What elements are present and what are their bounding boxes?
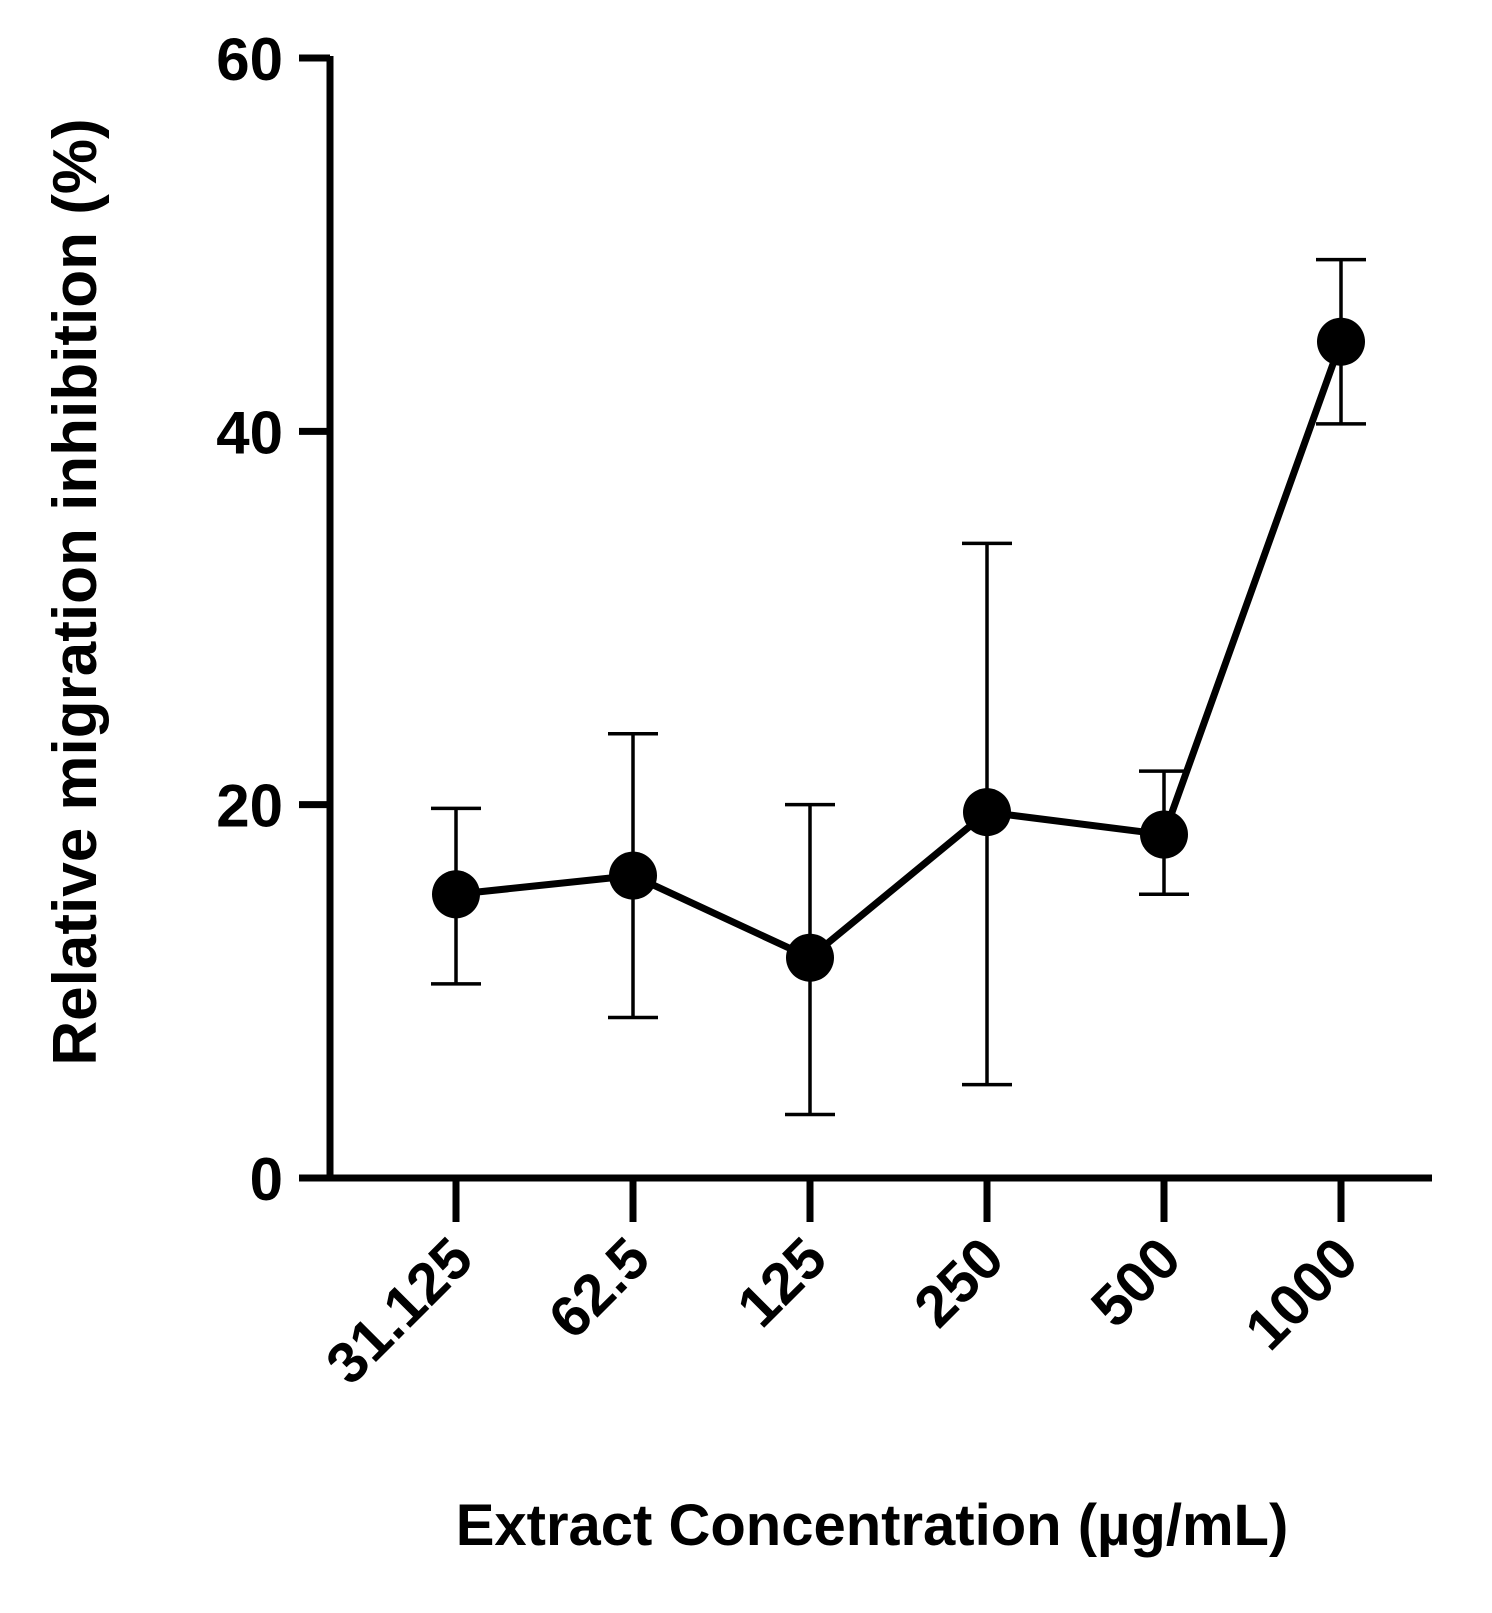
- data-point: [786, 933, 834, 982]
- data-points: [432, 317, 1365, 982]
- axes: [326, 56, 1432, 1182]
- data-point: [432, 870, 480, 919]
- x-axis-ticks: 31.125 62.5 125 250 500 1000: [314, 1178, 1370, 1397]
- y-tick-label: 0: [250, 1146, 283, 1213]
- series-line: [455, 340, 1345, 962]
- error-bars: [431, 257, 1366, 1117]
- x-tick-label: 250: [902, 1225, 1016, 1339]
- x-tick-label: 500: [1079, 1225, 1193, 1339]
- y-axis-title: Relative migration inhibition (%): [41, 118, 110, 1065]
- x-tick-label: 31.125: [314, 1225, 485, 1396]
- data-point: [609, 851, 657, 900]
- data-point: [1140, 810, 1188, 859]
- series: [455, 340, 1345, 962]
- x-axis-title: Extract Concentration (µg/mL): [456, 1493, 1289, 1558]
- x-tick-label: 1000: [1233, 1225, 1370, 1362]
- y-tick-label: 60: [216, 26, 283, 93]
- y-tick-label: 40: [216, 399, 283, 466]
- x-tick-label: 125: [725, 1225, 839, 1339]
- data-point: [963, 788, 1011, 837]
- data-point: [1317, 317, 1365, 366]
- y-tick-label: 20: [216, 773, 283, 840]
- y-axis-ticks: 0 20 40 60: [216, 26, 330, 1213]
- x-tick-label: 62.5: [536, 1225, 662, 1351]
